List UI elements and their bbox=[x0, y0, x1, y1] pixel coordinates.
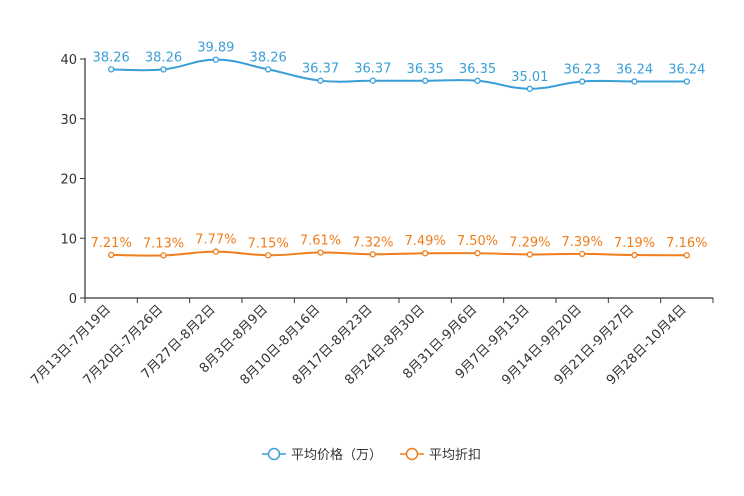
data-label: 7.77% bbox=[195, 233, 236, 248]
legend[interactable]: 平均价格（万） 平均折扣 bbox=[262, 447, 481, 463]
data-label: 36.37 bbox=[354, 62, 391, 77]
data-label: 39.89 bbox=[197, 41, 234, 56]
data-point bbox=[579, 78, 586, 85]
data-label: 7.21% bbox=[91, 236, 132, 251]
data-point bbox=[265, 252, 272, 259]
data-point bbox=[108, 251, 115, 259]
y-tick-label: 40 bbox=[60, 53, 77, 68]
data-label: 36.35 bbox=[407, 62, 444, 77]
data-label: 36.37 bbox=[302, 62, 339, 77]
data-point bbox=[631, 78, 638, 85]
data-label: 35.01 bbox=[511, 70, 548, 85]
data-point bbox=[422, 77, 429, 84]
data-point bbox=[369, 251, 376, 258]
y-tick-label: 0 bbox=[69, 292, 77, 307]
data-point bbox=[422, 250, 429, 257]
data-point bbox=[631, 251, 638, 259]
legend-item-0[interactable]: 平均价格（万） bbox=[262, 447, 382, 463]
data-point bbox=[526, 85, 533, 92]
data-point bbox=[526, 251, 533, 258]
legend-label: 平均折扣 bbox=[429, 448, 481, 463]
data-point bbox=[683, 78, 690, 85]
data-point bbox=[683, 252, 690, 259]
data-point bbox=[160, 66, 167, 73]
legend-label: 平均价格（万） bbox=[291, 447, 382, 463]
data-label: 38.26 bbox=[145, 50, 182, 65]
series-0: 38.26 38.26 39.89 38.26 36.37 36.37 36.35 36.35… bbox=[93, 41, 705, 92]
data-label: 36.24 bbox=[668, 62, 705, 77]
data-point bbox=[265, 66, 272, 73]
data-label: 7.39% bbox=[562, 235, 603, 250]
data-label: 7.49% bbox=[405, 234, 446, 249]
data-label: 7.61% bbox=[300, 234, 341, 249]
axes: 0102030407月13日-7月19日7月20日-7月26日7月27日-8月2… bbox=[28, 53, 714, 388]
legend-marker bbox=[267, 447, 281, 461]
data-point bbox=[369, 77, 376, 84]
data-point bbox=[212, 248, 219, 255]
data-point bbox=[474, 250, 481, 257]
data-label: 7.13% bbox=[143, 236, 184, 251]
y-tick-label: 30 bbox=[60, 113, 77, 128]
legend-item-1[interactable]: 平均折扣 bbox=[400, 447, 481, 463]
y-tick-label: 10 bbox=[60, 232, 77, 247]
series-layer: 38.26 38.26 39.89 38.26 36.37 36.37 36.35 36.35… bbox=[91, 41, 707, 259]
data-label: 7.50% bbox=[457, 234, 498, 249]
data-point bbox=[212, 56, 219, 63]
data-point bbox=[108, 66, 115, 73]
series-line bbox=[111, 58, 687, 90]
data-label: 38.26 bbox=[250, 50, 287, 65]
data-label: 36.23 bbox=[564, 63, 601, 78]
data-point bbox=[317, 77, 324, 84]
series-line bbox=[111, 250, 687, 257]
y-tick-label: 20 bbox=[60, 173, 77, 188]
data-label: 38.26 bbox=[93, 50, 130, 65]
data-label: 7.29% bbox=[509, 235, 550, 250]
data-point bbox=[317, 249, 324, 256]
data-label: 7.19% bbox=[614, 236, 655, 251]
data-point bbox=[160, 252, 167, 259]
legend-marker bbox=[405, 447, 419, 461]
data-label: 36.24 bbox=[616, 62, 653, 77]
data-label: 36.35 bbox=[459, 62, 496, 77]
data-label: 7.16% bbox=[666, 236, 707, 251]
data-point bbox=[474, 77, 481, 84]
data-point bbox=[579, 250, 586, 257]
series-1: 7.21% 7.13% 7.77% 7.15% 7.61% 7.32% 7.49% 7.50%… bbox=[91, 233, 707, 259]
data-label: 7.32% bbox=[352, 235, 393, 250]
data-label: 7.15% bbox=[248, 236, 289, 251]
